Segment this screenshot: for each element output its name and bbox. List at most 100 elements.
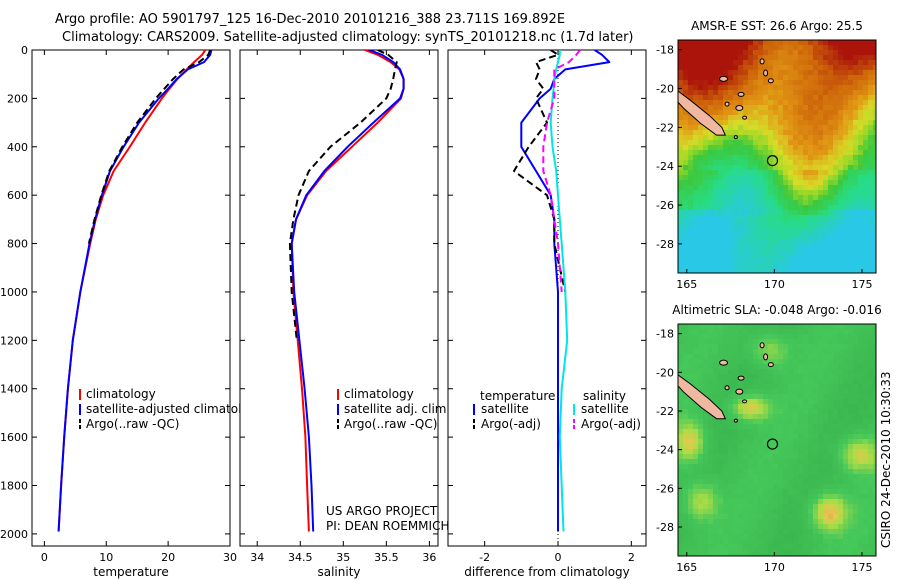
sst_map-cell [823,245,829,251]
sla_map-cell [743,334,749,340]
sla_map-cell [738,544,744,550]
sst_map-cell [768,240,774,246]
sst_map-cell [778,140,784,146]
sla_map-cell [803,399,809,405]
sla_map-cell [828,409,834,415]
sla_map-cell [703,439,709,445]
sst_map-cell [813,170,819,176]
sst_map-cell [688,135,694,141]
sla_map-cell [818,344,824,350]
sla_map-cell [773,434,779,440]
sla_map-ytick-label: -24 [656,444,674,457]
sla_map-cell [843,554,849,556]
sst_map-cell [828,255,834,261]
sst_map-cell [763,260,769,266]
sst_map-cell [718,255,724,261]
sst_map-cell [728,230,734,236]
sla_map-cell [798,344,804,350]
sla_map-cell [773,499,779,505]
sst_map-cell [718,150,724,156]
sla_map-cell [868,439,874,445]
sst_map-cell [838,235,844,241]
sla_map-cell [843,449,849,455]
sst_map-cell [743,105,749,111]
sla_map-cell [863,334,869,340]
sla_map-cell [818,549,824,555]
sla_map-cell [858,474,864,480]
sla_map-cell [873,334,876,340]
sla_map-cell [783,474,789,480]
sst_map-cell [823,65,829,71]
sla_map-cell [718,374,724,380]
sla_map-cell [818,334,824,340]
sla_map-cell [788,439,794,445]
sst_map-cell [848,245,854,251]
sla_map-cell [678,394,684,400]
sla_map-cell [838,479,844,485]
sla_map-cell [808,534,814,540]
sla_map-cell [698,554,704,556]
sst_map-cell [828,160,834,166]
sla_map-cell [713,509,719,515]
sst_map-cell [748,255,754,261]
sst_map-cell [773,255,779,261]
sst_map-cell [798,195,804,201]
sst_map-cell [708,220,714,226]
sla_map-cell [783,519,789,525]
sst_map-cell [828,155,834,161]
sla_map-cell [843,379,849,385]
sla_map-cell [793,384,799,390]
sst_map-cell [743,265,749,271]
sla_map-cell [698,549,704,555]
sla_map-cell [818,474,824,480]
sla_map-cell [823,379,829,385]
sla_map-cell [718,364,724,370]
sst_map-cell [688,85,694,91]
sla_map-cell [823,474,829,480]
sst_map-cell [833,130,839,136]
sst_map-cell [738,45,744,51]
sst_map-cell [863,110,869,116]
sst_map-cell [693,125,699,131]
sla_map-cell [863,489,869,495]
sst_map-cell [688,80,694,86]
sla_map-cell [748,539,754,545]
sst_map-cell [823,215,829,221]
sla_map-cell [748,324,754,330]
sst_map-cell [773,180,779,186]
sst_map-cell [868,110,874,116]
sla_map-cell [833,394,839,400]
sst_map-cell [863,215,869,221]
sla_map-cell [813,429,819,435]
sst_map-cell [713,145,719,151]
sst_map-cell [733,70,739,76]
sst_map-cell [738,50,744,56]
sst_map-cell [708,55,714,61]
sla_map-cell [828,529,834,535]
sst_map-cell [738,55,744,61]
sla_map-cell [808,404,814,410]
sst_map-cell [698,245,704,251]
sla_map-cell [713,349,719,355]
difference-xtick-label: 2 [628,551,635,564]
sla_map-cell [848,479,854,485]
sst_map-cell [858,230,864,236]
sst_map-cell [703,230,709,236]
sst_map-cell [743,210,749,216]
sla_map-xtick-label: 175 [851,561,872,574]
sla_map-cell [728,404,734,410]
sst_map-cell [818,170,824,176]
sst_map-cell [798,105,804,111]
sst_map-cell [693,50,699,56]
sla_map-cell [823,489,829,495]
sla_map-cell [808,429,814,435]
sla_map-cell [693,324,699,330]
sst_map-cell [813,255,819,261]
figure-title-line2: Climatology: CARS2009. Satellite-adjuste… [62,30,634,45]
sla_map-cell [758,464,764,470]
sla_map-cell [743,479,749,485]
sla_map-cell [843,474,849,480]
sst_map-cell [733,225,739,231]
sst_map-cell [843,105,849,111]
sla_map-cell [863,349,869,355]
